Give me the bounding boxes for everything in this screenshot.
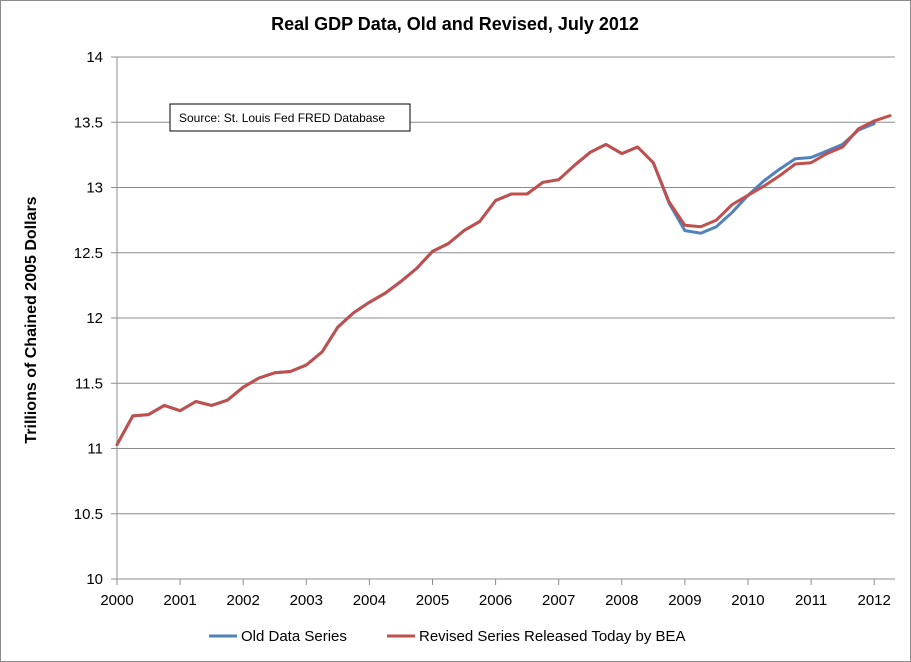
y-tick-label-12.5: 12.5	[74, 245, 103, 262]
x-tick-labels: 2000 2001 2002 2003 2004 2005 2006 2007 2008 2009…	[100, 592, 891, 609]
x-tick-label-2003: 2003	[290, 592, 323, 609]
x-tick-label-2010: 2010	[731, 592, 764, 609]
series-layer	[115, 114, 892, 447]
x-tick-label-2001: 2001	[163, 592, 196, 609]
axes	[116, 57, 895, 585]
y-tick-label-11.5: 11.5	[75, 375, 103, 392]
x-tick-label-2004: 2004	[353, 592, 386, 609]
x-tick-label-2002: 2002	[227, 592, 260, 609]
y-tick-label-13.5: 13.5	[74, 114, 103, 131]
x-tick-label-2005: 2005	[416, 592, 449, 609]
annotation-box	[169, 103, 411, 132]
x-tick-label-2008: 2008	[605, 592, 638, 609]
legend: Old Data Series Revised Series Released …	[209, 628, 686, 645]
y-tick-label-10: 10	[86, 571, 103, 588]
x-tick-label-2009: 2009	[668, 592, 701, 609]
x-tick-label-2007: 2007	[542, 592, 575, 609]
x-tick-label-2000: 2000	[100, 592, 133, 609]
x-tick-label-2006: 2006	[479, 592, 512, 609]
y-tick-label-14: 14	[86, 49, 103, 66]
series-line-revised-series-released-today-by-bea	[115, 114, 892, 447]
gridlines	[111, 56, 895, 580]
x-tick-label-2011: 2011	[795, 592, 827, 609]
y-tick-label-12: 12	[86, 310, 103, 327]
y-tick-labels: 10 10.5 11 11.5 12 12.5 13 13.5 14	[74, 49, 103, 588]
legend-label-revised-series: Revised Series Released Today by BEA	[419, 628, 686, 645]
annotation-text: Source: St. Louis Fed FRED Database	[179, 111, 385, 125]
source-annotation: Source: St. Louis Fed FRED Database	[169, 103, 411, 132]
y-tick-label-13: 13	[86, 180, 103, 197]
y-tick-label-10.5: 10.5	[74, 506, 103, 523]
x-tick-label-2012: 2012	[857, 592, 890, 609]
legend-label-old-data-series: Old Data Series	[241, 628, 347, 645]
chart-title: Real GDP Data, Old and Revised, July 201…	[271, 14, 639, 34]
y-tick-label-11: 11	[87, 441, 103, 458]
y-axis-label: Trillions of Chained 2005 Dollars	[23, 196, 40, 443]
